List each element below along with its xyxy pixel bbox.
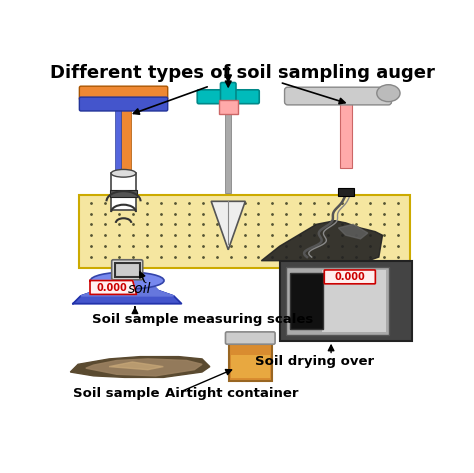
Text: soil: soil bbox=[128, 282, 152, 296]
FancyBboxPatch shape bbox=[280, 261, 412, 341]
Polygon shape bbox=[211, 201, 245, 250]
Polygon shape bbox=[338, 224, 368, 239]
FancyBboxPatch shape bbox=[225, 107, 231, 193]
FancyBboxPatch shape bbox=[115, 104, 121, 184]
FancyBboxPatch shape bbox=[339, 95, 352, 168]
Text: Soil drying over: Soil drying over bbox=[255, 356, 374, 368]
Ellipse shape bbox=[91, 272, 164, 289]
Ellipse shape bbox=[111, 169, 136, 177]
FancyBboxPatch shape bbox=[228, 341, 272, 381]
FancyBboxPatch shape bbox=[231, 355, 270, 378]
Text: 0.000: 0.000 bbox=[335, 272, 365, 282]
FancyBboxPatch shape bbox=[79, 97, 168, 111]
Ellipse shape bbox=[377, 85, 400, 102]
FancyBboxPatch shape bbox=[322, 270, 386, 332]
FancyBboxPatch shape bbox=[111, 173, 136, 210]
Polygon shape bbox=[73, 283, 182, 304]
FancyBboxPatch shape bbox=[286, 267, 389, 335]
FancyBboxPatch shape bbox=[197, 90, 259, 104]
Text: Soil sample: Soil sample bbox=[73, 387, 159, 400]
FancyBboxPatch shape bbox=[219, 100, 237, 114]
FancyBboxPatch shape bbox=[290, 273, 323, 329]
FancyBboxPatch shape bbox=[79, 86, 168, 100]
Polygon shape bbox=[81, 283, 173, 296]
Text: 0.000: 0.000 bbox=[96, 283, 127, 293]
Polygon shape bbox=[109, 362, 164, 370]
FancyBboxPatch shape bbox=[80, 195, 410, 268]
FancyBboxPatch shape bbox=[284, 87, 392, 105]
Polygon shape bbox=[86, 359, 202, 376]
FancyBboxPatch shape bbox=[220, 82, 236, 103]
Text: Different types of soil sampling auger: Different types of soil sampling auger bbox=[51, 64, 435, 82]
Text: Airtight container: Airtight container bbox=[165, 387, 299, 400]
FancyBboxPatch shape bbox=[324, 270, 375, 284]
FancyBboxPatch shape bbox=[115, 263, 140, 277]
FancyBboxPatch shape bbox=[338, 188, 354, 195]
Polygon shape bbox=[90, 280, 137, 294]
FancyBboxPatch shape bbox=[109, 190, 137, 197]
FancyBboxPatch shape bbox=[121, 104, 130, 184]
Polygon shape bbox=[261, 221, 383, 264]
Polygon shape bbox=[70, 357, 210, 377]
FancyBboxPatch shape bbox=[226, 332, 275, 344]
FancyBboxPatch shape bbox=[112, 260, 143, 280]
Text: Soil sample measuring scales: Soil sample measuring scales bbox=[92, 313, 314, 326]
